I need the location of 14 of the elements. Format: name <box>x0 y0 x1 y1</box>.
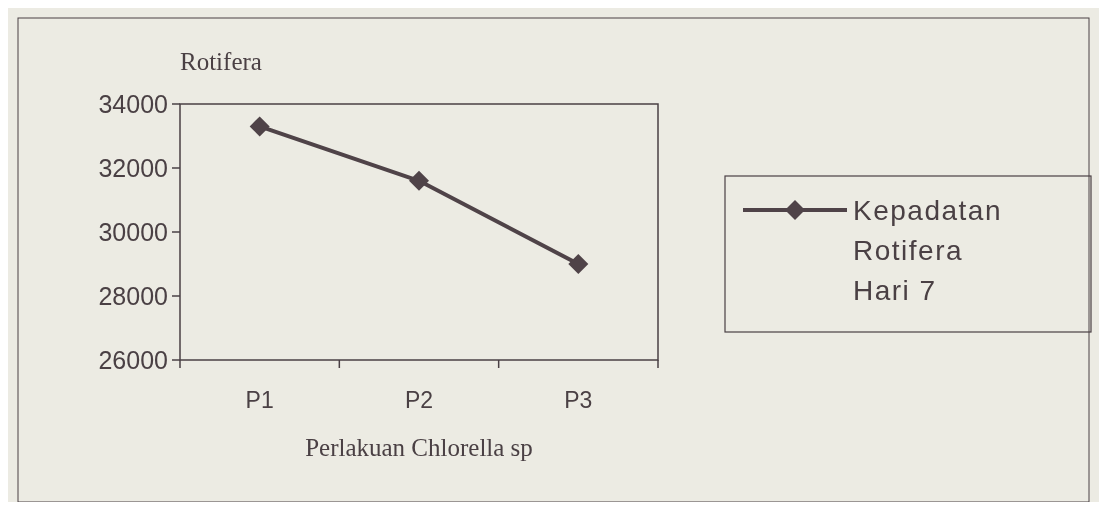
x-tick-label: P1 <box>245 387 274 413</box>
y-tick-label: 28000 <box>98 281 168 310</box>
x-tick-label: P2 <box>404 387 434 413</box>
y-axis-title: Rotifera <box>180 48 262 75</box>
point <box>568 254 589 274</box>
y-tick-label: 32000 <box>98 153 168 182</box>
x-tick-label: P3 <box>564 387 593 413</box>
point <box>249 116 270 137</box>
y-tick-label: 26000 <box>98 345 168 374</box>
point <box>409 170 429 191</box>
x-axis-title: Perlakuan Chlorella sp <box>305 434 533 461</box>
y-tick-label: 30000 <box>98 217 168 246</box>
y-tick-label: 34000 <box>98 89 168 118</box>
legend-label: Kepadatan Rotifera Hari 7 <box>853 195 1002 306</box>
